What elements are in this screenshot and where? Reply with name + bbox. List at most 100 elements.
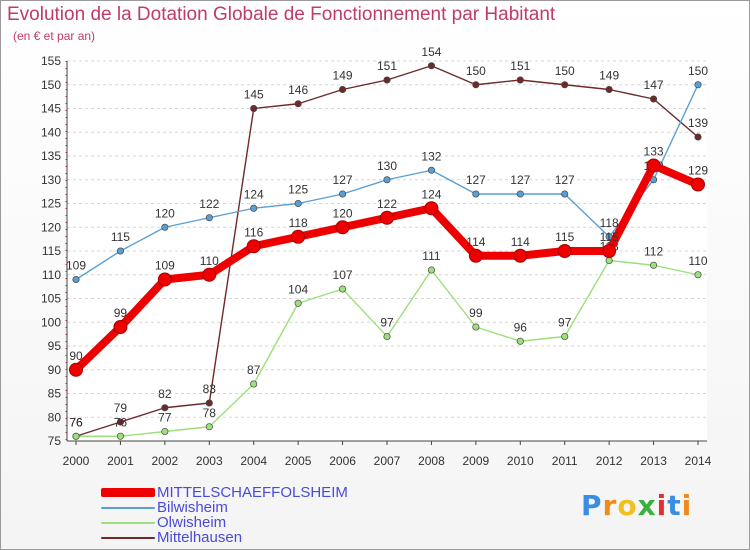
data-point bbox=[516, 76, 524, 84]
logo-letter: t bbox=[667, 489, 682, 522]
data-point bbox=[694, 81, 702, 89]
data-label: 111 bbox=[422, 249, 441, 263]
data-point bbox=[250, 380, 258, 388]
data-label: 133 bbox=[644, 145, 664, 159]
data-label: 116 bbox=[244, 225, 263, 239]
data-label: 76 bbox=[69, 415, 83, 429]
data-label: 112 bbox=[644, 244, 663, 258]
data-label: 76 bbox=[69, 415, 83, 429]
data-label: 150 bbox=[555, 64, 575, 78]
data-point bbox=[72, 275, 80, 284]
data-point bbox=[557, 244, 572, 258]
x-tick-label: 2004 bbox=[240, 454, 267, 468]
data-label: 99 bbox=[114, 306, 128, 320]
legend-label: Olwisheim bbox=[157, 514, 227, 531]
data-label: 127 bbox=[510, 173, 530, 187]
data-label: 120 bbox=[333, 206, 353, 220]
data-point bbox=[427, 62, 435, 70]
data-label: 120 bbox=[155, 206, 175, 220]
data-label: 114 bbox=[511, 235, 530, 249]
data-point bbox=[650, 95, 658, 103]
data-label: 130 bbox=[377, 159, 397, 173]
logo-letter: x bbox=[637, 489, 657, 522]
data-point bbox=[561, 81, 569, 89]
legend-swatch bbox=[101, 507, 155, 509]
data-point bbox=[472, 323, 480, 331]
data-label: 145 bbox=[244, 88, 264, 102]
data-label: 97 bbox=[380, 316, 394, 330]
x-tick-label: 2008 bbox=[418, 454, 445, 468]
data-label: 115 bbox=[555, 230, 574, 244]
data-point bbox=[650, 261, 658, 269]
chart-title: Evolution de la Dotation Globale de Fonc… bbox=[7, 4, 556, 25]
data-point bbox=[427, 266, 435, 274]
data-point bbox=[339, 285, 347, 293]
data-point bbox=[294, 299, 302, 307]
data-label: 118 bbox=[289, 216, 308, 230]
data-point bbox=[561, 190, 569, 198]
data-label: 154 bbox=[421, 45, 441, 59]
logo-letter: i bbox=[656, 489, 668, 522]
data-point bbox=[161, 223, 169, 231]
data-label: 99 bbox=[469, 306, 483, 320]
y-tick-label: 100 bbox=[41, 315, 61, 329]
data-point bbox=[383, 176, 391, 184]
x-tick-label: 2007 bbox=[374, 454, 401, 468]
x-tick-label: 2005 bbox=[285, 454, 312, 468]
data-point bbox=[427, 166, 435, 174]
data-label: 83 bbox=[203, 382, 217, 396]
chart-subtitle: (en € et par an) bbox=[13, 29, 96, 43]
data-label: 104 bbox=[288, 282, 308, 296]
x-tick-label: 2001 bbox=[107, 454, 134, 468]
x-tick-label: 2011 bbox=[552, 454, 578, 468]
x-tick-label: 2010 bbox=[507, 454, 534, 468]
legend-label: Mittelhausen bbox=[157, 529, 243, 546]
data-label: 151 bbox=[377, 59, 397, 73]
data-label: 127 bbox=[333, 173, 353, 187]
data-point bbox=[157, 272, 172, 287]
data-point bbox=[205, 399, 213, 407]
legend-swatch bbox=[101, 537, 155, 539]
data-point bbox=[291, 229, 306, 244]
data-label: 127 bbox=[555, 173, 575, 187]
data-label: 118 bbox=[600, 216, 619, 230]
data-point bbox=[335, 220, 350, 235]
data-point bbox=[646, 158, 661, 173]
data-label: 147 bbox=[644, 78, 664, 92]
data-point bbox=[161, 427, 169, 436]
x-tick-label: 2006 bbox=[329, 454, 356, 468]
data-label: 90 bbox=[69, 349, 83, 363]
legend-label: MITTELSCHAEFFOLSHEIM bbox=[157, 484, 348, 501]
data-label: 78 bbox=[203, 406, 217, 420]
data-point bbox=[380, 210, 394, 225]
x-tick-label: 2012 bbox=[596, 454, 623, 468]
data-label: 109 bbox=[66, 259, 86, 273]
data-label: 146 bbox=[288, 83, 308, 97]
x-tick-label: 2002 bbox=[152, 454, 179, 468]
x-tick-label: 2000 bbox=[63, 454, 90, 468]
data-label: 129 bbox=[688, 164, 708, 178]
y-tick-label: 75 bbox=[48, 434, 62, 448]
data-label: 150 bbox=[466, 64, 486, 78]
y-tick-label: 110 bbox=[42, 268, 61, 282]
data-label: 132 bbox=[421, 149, 441, 163]
data-label: 151 bbox=[510, 59, 530, 73]
data-point bbox=[113, 320, 128, 334]
data-point bbox=[383, 76, 391, 84]
data-label: 124 bbox=[244, 187, 264, 201]
y-tick-label: 135 bbox=[41, 149, 61, 163]
y-tick-label: 85 bbox=[48, 387, 62, 401]
data-point bbox=[516, 337, 524, 345]
data-label: 87 bbox=[247, 363, 261, 377]
data-point bbox=[72, 432, 80, 440]
data-label: 82 bbox=[158, 387, 172, 401]
logo-letter: r bbox=[602, 489, 618, 522]
data-point bbox=[605, 85, 613, 94]
x-tick-label: 2003 bbox=[196, 454, 223, 468]
data-point bbox=[468, 248, 483, 263]
legend-swatch bbox=[101, 488, 155, 497]
data-point bbox=[294, 199, 302, 208]
data-label: 97 bbox=[558, 316, 572, 330]
